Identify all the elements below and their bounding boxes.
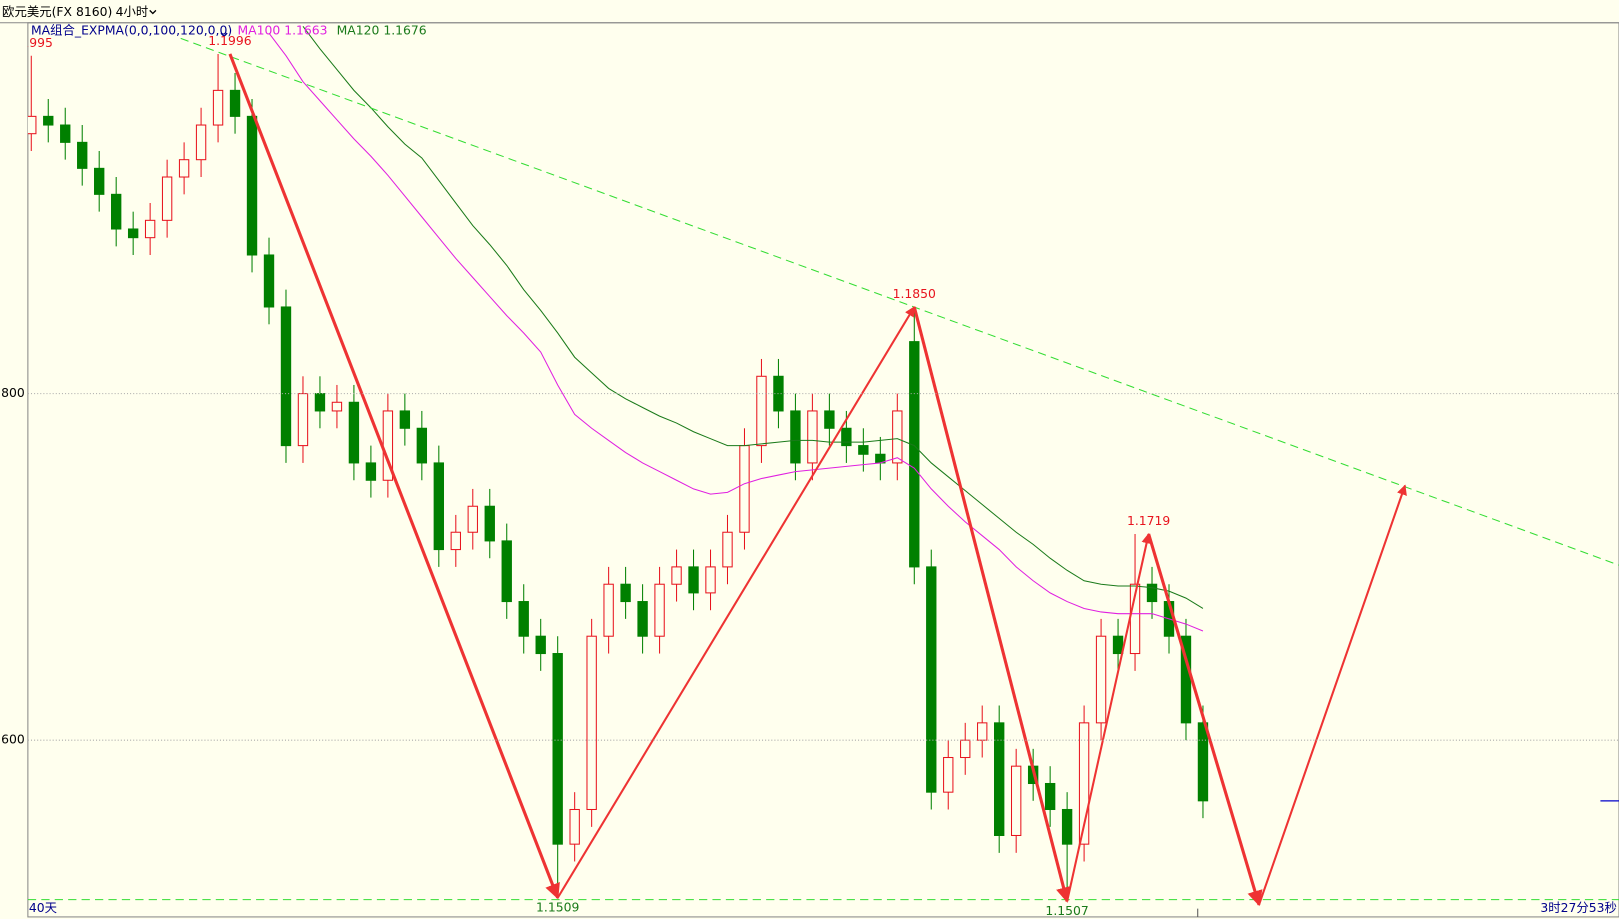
y-tick-label: 1.1600 <box>0 732 25 747</box>
candle-body <box>603 583 614 637</box>
footer-left: 40天 <box>29 900 57 915</box>
candle-body <box>705 566 716 594</box>
price-annotation: 1.1507 <box>1045 903 1088 918</box>
candle-body <box>348 401 360 464</box>
candle-body <box>654 583 665 637</box>
candle-body <box>535 635 546 655</box>
candle-body <box>518 601 529 637</box>
candle-body <box>841 427 852 447</box>
candle-body <box>77 141 88 169</box>
candle-body <box>688 566 699 594</box>
candle-body <box>94 167 105 195</box>
candle-body <box>110 193 122 230</box>
candle-body <box>212 89 224 126</box>
countdown: 3时27分53秒 <box>1540 900 1617 915</box>
candle-body <box>1112 635 1124 655</box>
trend-line <box>180 37 1619 566</box>
candle-body <box>229 89 241 117</box>
candle-body <box>960 739 971 759</box>
candle-body <box>892 410 903 464</box>
candle-body <box>637 601 648 637</box>
wave-arrow <box>1147 533 1263 907</box>
ma-line <box>268 32 1204 632</box>
candle-body <box>807 410 818 464</box>
candle-body <box>416 427 428 464</box>
candle-body <box>195 124 207 161</box>
candle-body <box>501 540 512 603</box>
candle-body <box>586 635 597 811</box>
indicator-dropdown[interactable]: MA组合_EXPMA(0,0,100,120,0,0) <box>31 23 232 38</box>
dropdown-caret[interactable] <box>220 32 228 38</box>
period-label[interactable]: 4小时 <box>116 4 149 19</box>
wave-arrow <box>912 306 1072 903</box>
candle-body <box>1078 722 1090 845</box>
candle-body <box>926 566 937 793</box>
candle-body <box>263 254 275 308</box>
candle-body <box>161 176 173 221</box>
candle-body <box>399 410 411 429</box>
candle-body <box>909 341 920 568</box>
candle-body <box>484 505 495 542</box>
candle-body <box>1061 808 1073 845</box>
candle-body <box>994 722 1005 837</box>
ma-line <box>302 25 1204 609</box>
candle-body <box>144 219 156 239</box>
candle-body <box>569 808 580 845</box>
candle-body <box>60 124 71 143</box>
candle-body <box>467 505 478 533</box>
y-tick-label: 1.1800 <box>0 385 25 400</box>
candle-body <box>43 115 54 126</box>
candle-body <box>365 462 377 481</box>
candle-body <box>1095 635 1107 724</box>
candle-body <box>1010 765 1022 837</box>
candle-body <box>858 445 869 455</box>
candle-body <box>552 653 563 845</box>
candle-body <box>314 393 326 412</box>
wave-arrow <box>556 306 916 899</box>
candle-body <box>27 115 37 135</box>
price-annotation: 1.1996 <box>208 33 251 48</box>
period-dropdown[interactable]: 4小时 <box>116 4 157 19</box>
wave-arrow <box>1066 532 1152 902</box>
candle-body <box>739 445 750 533</box>
candle-body <box>790 410 801 464</box>
candle-body <box>127 228 139 239</box>
candle-body <box>280 306 292 447</box>
symbol-title: 欧元美元(FX 8160) <box>2 4 112 19</box>
candle-body <box>433 462 445 551</box>
candle-body <box>620 583 631 603</box>
candle-body <box>977 722 988 741</box>
candle-body <box>1146 583 1158 603</box>
legend-ma120: MA120 1.1676 <box>337 23 427 38</box>
candle-body <box>297 393 309 447</box>
price-annotation: 1.1850 <box>893 286 936 301</box>
candle-body <box>1044 782 1056 811</box>
price-annotation: 1.1995 <box>10 35 53 50</box>
price-annotation: 1.1509 <box>536 900 579 915</box>
wave-arrow <box>1258 484 1407 906</box>
candle-body <box>824 410 835 429</box>
candle-body <box>450 531 461 551</box>
candle-body <box>943 756 954 793</box>
candle-body <box>671 566 682 585</box>
indicator-label[interactable]: MA组合_EXPMA(0,0,100,120,0,0) <box>31 23 232 38</box>
legend-ma100: MA100 1.1663 <box>237 23 327 38</box>
plot-area: 1.1995 1.1996 1.1850 1.1719 1.1509 1.1507 <box>10 25 1619 918</box>
candle-body <box>1197 722 1209 802</box>
wave-arrow <box>228 53 560 900</box>
candle-body <box>246 115 258 256</box>
candle-body <box>331 401 343 412</box>
dropdown-caret[interactable] <box>149 9 157 15</box>
candle-body <box>178 159 190 178</box>
price-annotation: 1.1719 <box>1127 513 1170 528</box>
candle-body <box>722 531 733 568</box>
candle-body <box>756 375 767 447</box>
